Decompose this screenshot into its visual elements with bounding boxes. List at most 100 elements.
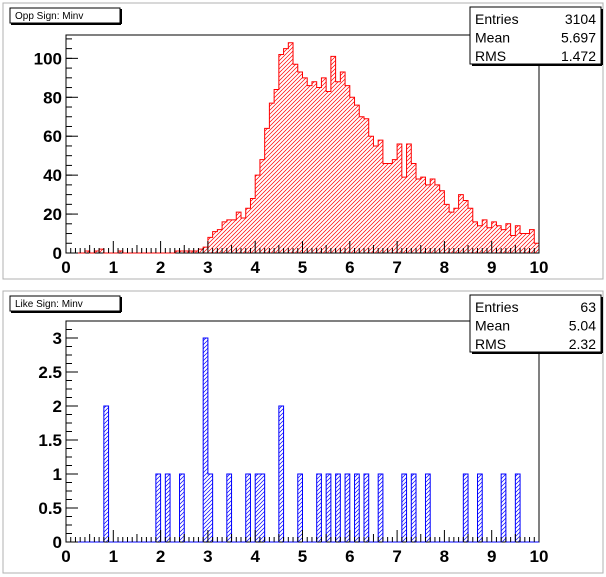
- histogram-bin: [454, 208, 459, 253]
- histogram-bin: [255, 175, 260, 253]
- histogram-bin: [492, 222, 497, 253]
- histogram-bin: [217, 230, 222, 253]
- histogram-bin: [208, 474, 213, 542]
- stats-label: RMS: [475, 336, 506, 352]
- x-tick-label: 7: [392, 547, 401, 566]
- stats-label: Entries: [475, 299, 519, 315]
- y-tick-label: 80: [43, 88, 62, 107]
- histogram-bin: [312, 82, 317, 253]
- x-tick-label: 2: [156, 547, 165, 566]
- stats-frame: [469, 6, 602, 65]
- histogram-bin: [355, 474, 360, 542]
- x-tick-label: 4: [250, 547, 260, 566]
- y-tick-label: 1: [53, 465, 62, 484]
- histogram-bin: [397, 144, 402, 253]
- histogram-bin: [383, 163, 388, 253]
- histogram-bin: [425, 474, 430, 542]
- histogram-outline: [66, 42, 540, 254]
- histogram-fill: [66, 42, 539, 254]
- histogram-bin: [440, 191, 445, 253]
- chart-title-box: Like Sign: Minv: [9, 295, 122, 313]
- chart-panel-2: 0 1 2 3 4 5 6 7 8 9 10 0 0.5 1 1.5 2 2.5 3 Like Sign: Minv…: [2, 290, 604, 574]
- histogram-bin: [189, 251, 194, 253]
- histogram-bin: [425, 185, 430, 253]
- histogram-bin: [373, 146, 378, 253]
- histogram-bin: [364, 119, 369, 253]
- x-tick-label: 3: [203, 547, 212, 566]
- histogram-bin: [520, 234, 525, 253]
- histogram-bin: [350, 97, 355, 253]
- histogram-bin: [482, 220, 487, 253]
- histogram-bin: [534, 243, 539, 253]
- histogram-bin: [203, 247, 208, 253]
- y-tick-label: 0: [53, 244, 62, 263]
- histogram-bin: [525, 234, 530, 253]
- stats-box: Entries 63 Mean 5.04 RMS 2.32: [469, 294, 603, 354]
- histogram-bin: [321, 78, 326, 253]
- x-tick-label: 8: [440, 547, 449, 566]
- histogram-bin: [269, 103, 274, 253]
- x-tick-label: 1: [109, 258, 118, 277]
- histogram-bin: [279, 54, 284, 253]
- histogram-bin: [345, 474, 350, 542]
- histogram-bin: [468, 208, 473, 253]
- histogram-bin: [530, 230, 535, 253]
- x-tick-label: 0: [61, 258, 70, 277]
- histogram-bin: [118, 251, 123, 253]
- chart-title: Opp Sign: Minv: [15, 11, 83, 22]
- histogram-bin: [515, 226, 520, 253]
- histogram-bin: [515, 474, 520, 542]
- histogram-bin: [364, 474, 369, 542]
- chart-title: Like Sign: Minv: [15, 299, 83, 310]
- histogram-bin: [250, 199, 255, 254]
- histogram-bin: [378, 140, 383, 253]
- histogram-bin: [180, 251, 185, 253]
- histogram-bin: [369, 136, 374, 253]
- histogram-bin: [298, 474, 303, 542]
- histogram-bin: [435, 185, 440, 253]
- histogram-bin: [402, 177, 407, 253]
- histogram-bin: [463, 474, 468, 542]
- histogram-bin: [85, 251, 90, 253]
- histogram-bin: [496, 226, 501, 253]
- x-tick-label: 8: [440, 258, 449, 277]
- histogram-bin: [392, 160, 397, 253]
- histogram-bin: [94, 251, 99, 253]
- histogram-bin: [430, 179, 435, 253]
- histogram-bin: [478, 226, 483, 253]
- histogram-bin: [336, 474, 341, 542]
- y-tick-label: 60: [43, 127, 62, 146]
- x-tick-label: 9: [487, 258, 496, 277]
- stats-value: 5.697: [561, 30, 596, 46]
- histogram-bin: [506, 224, 511, 253]
- histogram-bin: [478, 474, 483, 542]
- histogram-bin: [246, 208, 251, 253]
- stats-value: 3104: [565, 11, 596, 27]
- stats-label: Mean: [475, 30, 510, 46]
- histogram-bin: [227, 220, 232, 253]
- y-tick-label: 100: [34, 49, 62, 68]
- histogram-bin: [175, 251, 180, 253]
- histogram-bin: [260, 160, 265, 253]
- histogram-bin: [402, 474, 407, 542]
- x-tick-label: 5: [298, 547, 307, 566]
- y-tick-label: 2.5: [38, 363, 62, 382]
- x-tick-label: 2: [156, 258, 165, 277]
- x-tick-label: 9: [487, 547, 496, 566]
- histogram-bin: [180, 474, 185, 542]
- histogram-bin: [293, 64, 298, 253]
- histogram-bin: [421, 177, 426, 253]
- histogram-bin: [355, 105, 360, 253]
- histogram-bin: [317, 88, 322, 253]
- stats-value: 2.32: [569, 336, 596, 352]
- x-tick-label: 0: [61, 547, 70, 566]
- x-tick-label: 6: [345, 258, 354, 277]
- stats-label: RMS: [475, 48, 506, 64]
- histogram-bin: [156, 474, 161, 542]
- histogram-bin: [459, 195, 464, 253]
- histogram-bin: [260, 474, 265, 542]
- histogram-bin: [246, 474, 251, 542]
- stats-label: Entries: [475, 11, 519, 27]
- stats-value: 5.04: [569, 318, 596, 334]
- histogram-bin: [298, 72, 303, 253]
